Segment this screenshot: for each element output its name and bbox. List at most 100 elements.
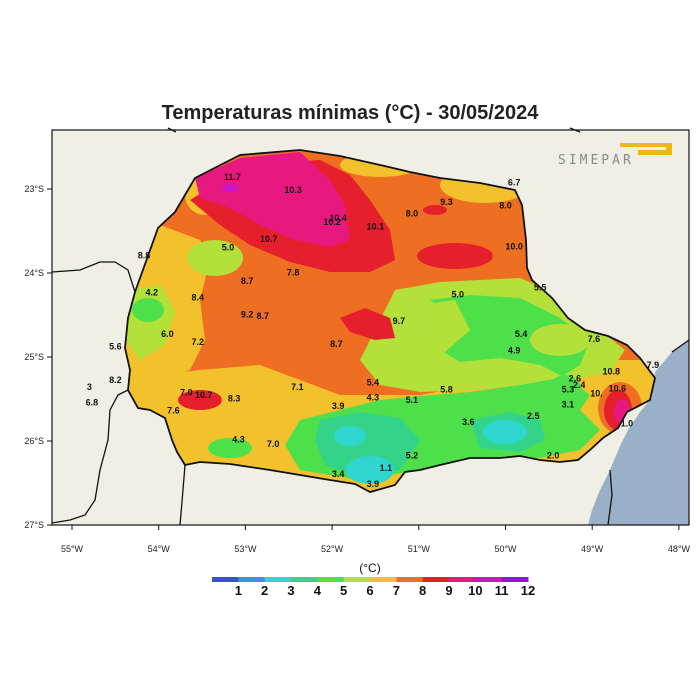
station-value-label: 2.5: [527, 411, 540, 421]
map-title: Temperaturas mínimas (°C) - 30/05/2024: [161, 102, 539, 124]
legend-value-label: 11: [495, 583, 509, 598]
station-value-label: 6.8: [86, 398, 99, 408]
station-value-label: 3.6: [462, 417, 475, 427]
station-value-label: 8.0: [406, 209, 419, 219]
x-tick-label: 55°W: [61, 544, 84, 554]
station-value-label: 5.6: [109, 341, 122, 351]
y-tick-label: 26°S: [24, 436, 44, 446]
legend-color-swatch: [264, 577, 292, 582]
x-tick-label: 48°W: [668, 544, 691, 554]
station-value-label: 3.4: [332, 469, 345, 479]
ocean-area: [588, 340, 689, 525]
legend-value-label: 2: [261, 583, 268, 598]
station-value-label: 4.9: [508, 346, 521, 356]
legend-value-label: 9: [445, 583, 452, 598]
legend-unit: (°C): [359, 561, 380, 575]
legend-value-label: 3: [287, 583, 294, 598]
station-value-label: 7.6: [167, 405, 180, 415]
station-value-label: 7.0: [180, 388, 193, 398]
station-value-label: 8.7: [241, 276, 254, 286]
plot-frame: [51, 129, 690, 526]
station-value-label: 4.3: [232, 435, 245, 445]
legend-value-label: 8: [419, 583, 426, 598]
x-tick-label: 50°W: [494, 544, 517, 554]
station-value-label: 5.2: [406, 451, 419, 461]
station-value-label: 2.4: [573, 380, 586, 390]
station-labels: 11.7 10.3 10.410.2 10.1 8.0 9.3 8.0 6.7 10.7 10.0…: [86, 172, 659, 489]
legend: (°C) 1 2 3 4 5 6 7 8 9 10 11 12: [212, 561, 535, 598]
station-value-label: 7.8: [287, 268, 300, 278]
station-value-label: 8.7: [330, 339, 343, 349]
legend-color-swatch: [501, 577, 529, 582]
station-value-label: 8.3: [228, 394, 241, 404]
legend-value-label: 7: [393, 583, 400, 598]
station-value-label: 5.0: [222, 242, 235, 252]
station-value-label: 5.8: [440, 384, 453, 394]
station-value-label: 10.6: [609, 383, 627, 393]
station-value-label: 5.4: [367, 378, 380, 388]
legend-value-label: 12: [521, 583, 535, 598]
station-value-label: 10.7: [260, 234, 278, 244]
station-value-label: 6.0: [161, 329, 174, 339]
station-value-label: 5.5: [534, 283, 547, 293]
station-value-label: 9.7: [393, 316, 406, 326]
legend-color-swatch: [291, 577, 318, 582]
station-value-label: 8.8: [138, 251, 151, 261]
y-axis-ticks: 23°S 24°S 25°S 26°S 27°S: [24, 184, 52, 530]
station-value-label: 8.4: [191, 293, 204, 303]
legend-value-label: 1: [235, 583, 242, 598]
y-tick-label: 25°S: [24, 352, 44, 362]
logo-text: SIMEPAR: [558, 153, 634, 168]
y-tick-label: 23°S: [24, 184, 44, 194]
station-value-label: 7.9: [647, 360, 660, 370]
station-value-label: 5.3: [562, 384, 575, 394]
station-value-label: 8.7: [256, 311, 269, 321]
station-value-label: 8.0: [499, 200, 512, 210]
x-tick-label: 49°W: [581, 544, 604, 554]
x-tick-label: 51°W: [408, 544, 431, 554]
legend-color-swatch: [212, 577, 239, 582]
legend-color-swatch: [396, 577, 424, 582]
station-value-label: 2.0: [547, 451, 560, 461]
station-value-label: 11.7: [224, 172, 241, 182]
station-value-label: 6.7: [508, 178, 521, 188]
legend-color-swatch: [317, 577, 345, 582]
station-value-label: 10.4: [329, 213, 347, 223]
legend-value-label: 5: [340, 583, 347, 598]
legend-color-swatch: [238, 577, 266, 582]
station-value-label: 10.0: [505, 241, 523, 251]
x-tick-label: 52°W: [321, 544, 344, 554]
station-value-label: 7.6: [588, 334, 601, 344]
station-value-label: 5.1: [406, 395, 419, 405]
station-value-label: 3.9: [332, 401, 345, 411]
station-value-label: 2.6: [569, 373, 582, 383]
legend-value-label: 6: [366, 583, 373, 598]
legend-color-swatch: [422, 577, 450, 582]
neighbour-borders: [51, 127, 690, 526]
station-value-label: 1.1: [380, 463, 393, 473]
station-value-label: 8.2: [109, 375, 122, 385]
x-axis-ticks: 55°W 54°W 53°W 52°W 51°W 50°W 49°W 48°W: [61, 525, 691, 554]
legend-value-label: 10: [468, 583, 482, 598]
y-tick-label: 24°S: [24, 268, 44, 278]
legend-color-swatch: [449, 577, 476, 582]
station-value-label: 10.3: [284, 185, 302, 195]
y-tick-label: 27°S: [24, 520, 44, 530]
station-value-label: 7.1: [291, 382, 304, 392]
station-value-label: 7.0: [267, 439, 280, 449]
station-value-label: 1.0: [621, 419, 634, 429]
x-tick-label: 54°W: [148, 544, 171, 554]
legend-color-swatch: [343, 577, 371, 582]
legend-values: 1 2 3 4 5 6 7 8 9 10 11 12: [235, 583, 536, 598]
station-value-label: 10.1: [367, 221, 385, 231]
station-value-label: 7.2: [191, 337, 204, 347]
station-value-label: 10.2: [323, 217, 341, 227]
legend-color-swatch: [475, 577, 503, 582]
legend-color-swatch: [370, 577, 397, 582]
station-value-label: 5.4: [515, 329, 528, 339]
station-value-label: 9.2: [241, 310, 254, 320]
station-value-label: 9.3: [440, 197, 453, 207]
station-value-label: 3.9: [367, 479, 380, 489]
legend-value-label: 4: [314, 583, 322, 598]
simepar-logo: SIMEPAR: [558, 143, 672, 168]
